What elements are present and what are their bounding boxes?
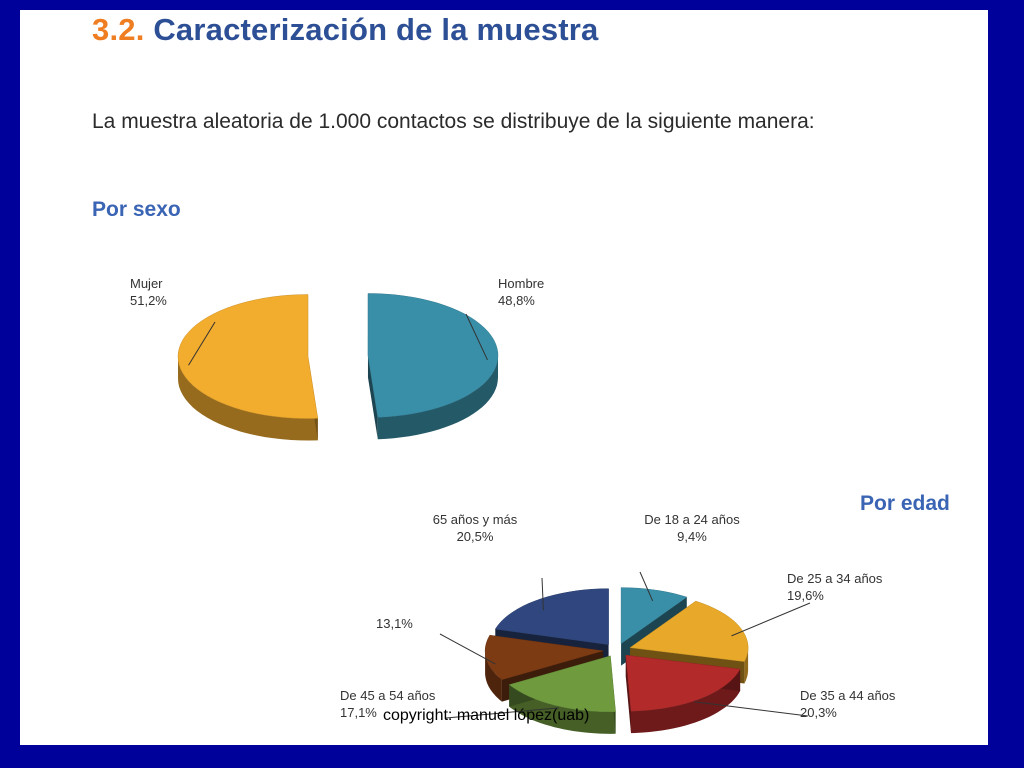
edad-category-label: De 35 a 44 años <box>800 688 896 703</box>
slide: 3.2. Caracterización de la muestra La mu… <box>20 10 988 745</box>
edad-category-label: De 45 a 54 años <box>340 688 436 703</box>
pie-chart-sexo: Hombre 48,8% Mujer 51,2% <box>130 276 544 441</box>
edad-value-label: 17,1% <box>340 705 377 720</box>
sexo-value-label: 48,8% <box>498 293 535 308</box>
sexo-category-label: Hombre <box>498 276 544 291</box>
pie-chart-edad: De 18 a 24 años 9,4% De 25 a 34 años 19,6% D… <box>340 512 896 734</box>
edad-category-label: De 18 a 24 años <box>644 512 740 527</box>
edad-category-label: De 25 a 34 años <box>787 571 883 586</box>
sexo-category-label: Mujer <box>130 276 163 291</box>
edad-value-label: 9,4% <box>677 529 707 544</box>
copyright-text: copyright: manuel lópez(uab) <box>383 707 589 725</box>
edad-value-label: 13,1% <box>376 616 413 631</box>
edad-value-label: 20,3% <box>800 705 837 720</box>
sexo-value-label: 51,2% <box>130 293 167 308</box>
edad-value-label: 19,6% <box>787 588 824 603</box>
edad-value-label: 20,5% <box>457 529 494 544</box>
pie-charts: Hombre 48,8% Mujer 51,2% De 18 a 24 años 9,4… <box>20 10 988 745</box>
edad-leader-1 <box>732 603 810 636</box>
edad-category-label: 65 años y más <box>433 512 518 527</box>
